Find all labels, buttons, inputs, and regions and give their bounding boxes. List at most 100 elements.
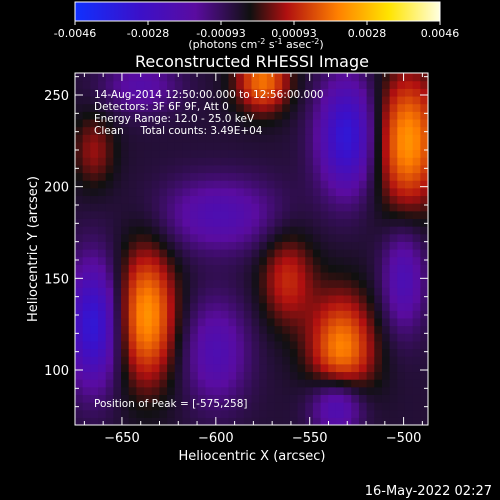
heatmap-cell — [121, 157, 130, 166]
colorbar-tick-label: -0.0046 — [54, 27, 96, 40]
heatmap-cell — [274, 149, 283, 158]
heatmap-cell — [213, 218, 222, 227]
heatmap-cell — [105, 302, 114, 311]
heatmap-cell — [420, 371, 428, 380]
heatmap-cell — [182, 118, 191, 128]
heatmap-cell — [82, 386, 91, 395]
heatmap-cell — [105, 409, 114, 418]
heatmap-cell — [82, 340, 91, 350]
heatmap-cell — [190, 134, 199, 143]
heatmap-cell — [220, 88, 230, 97]
heatmap-cell — [236, 80, 245, 89]
heatmap-cell — [266, 103, 276, 112]
heatmap-cell — [404, 333, 414, 342]
heatmap-cell — [236, 103, 245, 112]
heatmap-cell — [282, 271, 291, 281]
heatmap-cell — [297, 103, 306, 112]
heatmap-cell — [404, 279, 414, 288]
heatmap-cell — [335, 141, 345, 151]
heatmap-cell — [366, 317, 375, 327]
heatmap-cell — [358, 402, 368, 411]
heatmap-cell — [420, 187, 428, 197]
heatmap-cell — [328, 279, 337, 288]
heatmap-cell — [98, 409, 107, 418]
heatmap-cell — [343, 302, 352, 311]
heatmap-cell — [320, 386, 329, 395]
heatmap-cell — [98, 348, 107, 357]
heatmap-cell — [320, 264, 329, 273]
heatmap-cell — [182, 302, 191, 311]
heatmap-cell — [381, 180, 391, 189]
heatmap-cell — [358, 317, 368, 327]
heatmap-cell — [151, 294, 161, 304]
heatmap-cell — [251, 333, 260, 342]
heatmap-cell — [320, 134, 329, 143]
heatmap-cell — [289, 95, 299, 105]
heatmap-cell — [343, 333, 352, 342]
heatmap-cell — [374, 310, 383, 319]
heatmap-cell — [412, 348, 421, 357]
heatmap-cell — [297, 126, 306, 135]
heatmap-cell — [251, 95, 260, 105]
heatmap-cell — [266, 118, 276, 128]
heatmap-cell — [351, 409, 360, 418]
heatmap-cell — [236, 241, 245, 250]
heatmap-cell — [389, 80, 398, 89]
heatmap-cell — [266, 310, 276, 319]
heatmap-cell — [289, 294, 299, 304]
heatmap-cell — [236, 126, 245, 135]
heatmap-cell — [121, 80, 130, 89]
heatmap-cell — [90, 164, 99, 174]
heatmap-cell — [251, 180, 260, 189]
heatmap-cell — [75, 279, 84, 288]
heatmap-cell — [82, 279, 91, 288]
heatmap-cell — [251, 141, 260, 151]
heatmap-cell — [197, 126, 207, 135]
heatmap-cell — [136, 141, 145, 151]
heatmap-cell — [220, 157, 230, 166]
heatmap-cell — [197, 203, 207, 212]
heatmap-cell — [128, 363, 137, 373]
heatmap-cell — [82, 417, 91, 425]
heatmap-cell — [266, 249, 276, 258]
heatmap-cell — [75, 310, 84, 319]
heatmap-cell — [205, 402, 214, 411]
heatmap-cell — [366, 95, 375, 105]
heatmap-cell — [389, 379, 398, 388]
heatmap-cell — [228, 111, 237, 120]
heatmap-cell — [213, 348, 222, 357]
heatmap-cell — [328, 157, 337, 166]
heatmap-cell — [397, 203, 406, 212]
annotation-energy: Energy Range: 12.0 - 25.0 keV — [94, 113, 255, 125]
heatmap-cell — [213, 195, 222, 204]
heatmap-cell — [366, 218, 375, 227]
heatmap-cell — [151, 325, 161, 334]
heatmap-cell — [305, 302, 314, 311]
heatmap-cell — [320, 317, 329, 327]
heatmap-cell — [274, 356, 283, 365]
heatmap-cell — [305, 226, 314, 235]
heatmap-cell — [182, 348, 191, 357]
heatmap-cell — [174, 111, 184, 120]
heatmap-cell — [274, 126, 283, 135]
heatmap-cell — [197, 302, 207, 311]
heatmap-cell — [220, 348, 230, 357]
heatmap-cell — [113, 310, 122, 319]
heatmap-cell — [274, 264, 283, 273]
heatmap-cell — [236, 310, 245, 319]
heatmap-cell — [75, 241, 84, 250]
heatmap-cell — [98, 402, 107, 411]
heatmap-cell — [144, 348, 153, 357]
heatmap-cell — [335, 95, 345, 105]
heatmap-cell — [381, 118, 391, 128]
heatmap-cell — [121, 164, 130, 174]
heatmap-cell — [213, 356, 222, 365]
heatmap-cell — [266, 80, 276, 89]
heatmap-cell — [374, 356, 383, 365]
heatmap-cell — [174, 249, 184, 258]
heatmap-cell — [389, 210, 398, 219]
heatmap-cell — [236, 164, 245, 174]
heatmap-cell — [351, 264, 360, 273]
heatmap-cell — [389, 88, 398, 97]
heatmap-cell — [282, 195, 291, 204]
